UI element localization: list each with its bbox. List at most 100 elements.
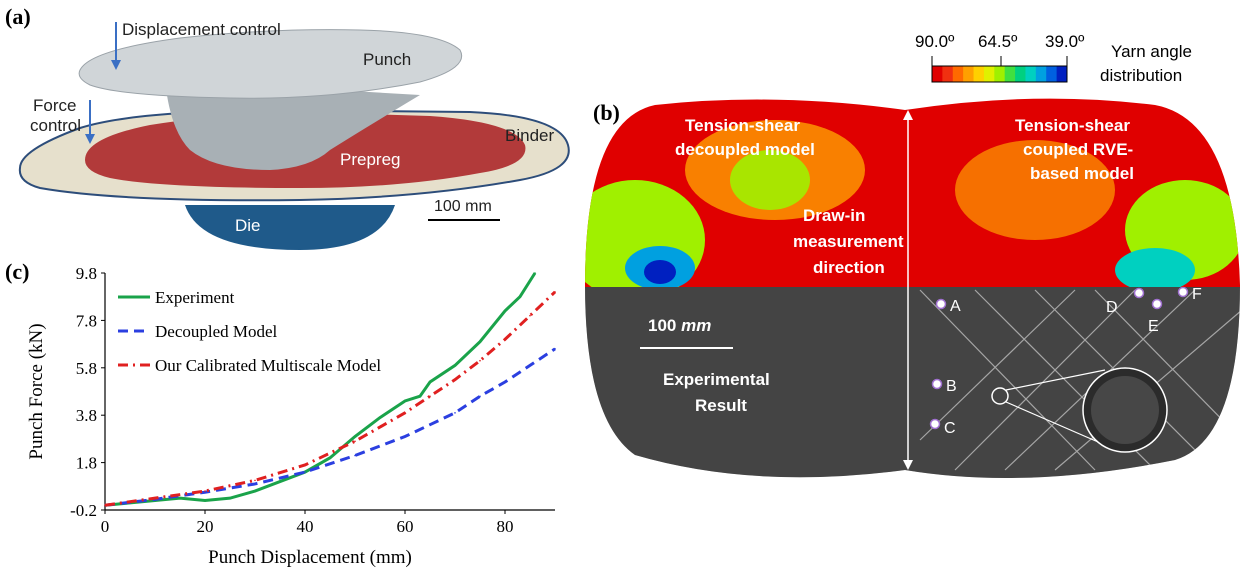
- prepreg-label: Prepreg: [340, 150, 401, 169]
- data-point: [529, 314, 531, 317]
- point-b-label: B: [946, 378, 957, 395]
- data-point: [404, 412, 406, 414]
- center-line-3: direction: [813, 258, 885, 277]
- point-d: [1133, 287, 1145, 299]
- panel-b: (b) 90.0º 64.5º 39.0º Yarn angle distrib…: [575, 0, 1242, 575]
- colorbar-frame: [931, 65, 1068, 83]
- scale-label-b: 100 mm: [648, 316, 712, 335]
- data-point: [204, 499, 206, 502]
- x-tick-label: 80: [497, 517, 514, 536]
- point-f: [1177, 286, 1189, 298]
- data-point: [304, 464, 306, 466]
- left-title-2: decoupled model: [675, 140, 815, 159]
- panel-b-label: (b): [593, 100, 620, 125]
- data-point: [379, 416, 381, 419]
- data-point: [504, 381, 506, 383]
- magnifier-line-bottom: [1005, 401, 1106, 446]
- weave-texture: [1091, 376, 1159, 444]
- yarn-angle-figure: [585, 56, 1240, 479]
- y-tick-label: -0.2: [70, 501, 97, 520]
- colorbar-tick-39: 39.0º: [1045, 32, 1085, 51]
- point-c-label: C: [944, 420, 956, 437]
- data-point: [519, 295, 521, 298]
- point-a-label: A: [950, 298, 961, 315]
- data-point: [279, 480, 281, 483]
- die-label: Die: [235, 216, 261, 235]
- center-line-2: measurement: [793, 232, 904, 251]
- colorbar-title-1: Yarn angle: [1111, 42, 1192, 61]
- data-point: [479, 340, 481, 343]
- colorbar-swatch: [1025, 66, 1037, 82]
- y-tick-label: 5.8: [76, 359, 97, 378]
- x-tick-label: 60: [397, 517, 414, 536]
- data-point: [504, 310, 506, 312]
- data-point: [554, 291, 556, 293]
- panel-c-label: (c): [5, 259, 30, 284]
- colorbar-swatch: [963, 66, 975, 82]
- panel-a: (a) Displacement control Punch Force con…: [0, 0, 580, 258]
- right-title-1: Tension-shear: [1015, 116, 1130, 135]
- data-point: [204, 490, 206, 492]
- x-tick-label: 40: [297, 517, 314, 536]
- measurement-points: [929, 286, 1189, 430]
- point-a: [935, 298, 947, 310]
- data-point: [419, 395, 421, 398]
- magnifier-line-top: [1005, 369, 1106, 391]
- data-point: [479, 395, 481, 398]
- y-axis-label: Punch Force (kN): [26, 323, 47, 459]
- colorbar-swatch: [942, 66, 954, 82]
- y-tick-label: 1.8: [76, 454, 97, 473]
- colorbar-swatch: [1015, 66, 1026, 82]
- data-point: [254, 479, 256, 482]
- experimental-label-1: Experimental: [663, 370, 770, 389]
- experimental-label-2: Result: [695, 396, 747, 415]
- binder-label: Binder: [505, 126, 555, 145]
- y-tick-label: 7.8: [76, 311, 97, 330]
- data-point: [154, 497, 156, 499]
- forming-setup-illustration: [18, 22, 570, 250]
- displacement-control-label: Displacement control: [122, 20, 281, 39]
- punch-body: [165, 80, 420, 170]
- data-point: [354, 440, 356, 443]
- data-point: [454, 412, 456, 414]
- data-point: [529, 364, 531, 367]
- data-point: [354, 454, 356, 457]
- data-point: [404, 435, 406, 438]
- point-c: [929, 418, 941, 430]
- draw-in-arrow-top-icon: [903, 110, 913, 120]
- punch-label: Punch: [363, 50, 412, 69]
- data-point: [104, 504, 106, 507]
- data-point: [429, 423, 431, 426]
- displacement-arrowhead-icon: [111, 60, 121, 70]
- control-label: control: [30, 116, 82, 135]
- legend-label: Our Calibrated Multiscale Model: [155, 356, 381, 375]
- point-e: [1151, 298, 1163, 310]
- colorbar-swatch: [932, 66, 943, 82]
- data-point: [179, 497, 181, 499]
- dark-blue-region-left: [644, 260, 676, 284]
- point-d-label: D: [1106, 299, 1118, 316]
- colorbar: [931, 65, 1068, 83]
- point-b: [931, 378, 943, 390]
- punch-flange: [78, 29, 462, 99]
- right-title-3: based model: [1030, 164, 1134, 183]
- orange-region-right: [955, 140, 1115, 240]
- panel-a-label: (a): [5, 4, 31, 29]
- data-point: [329, 457, 331, 459]
- colorbar-tick-64: 64.5º: [978, 32, 1018, 51]
- force-label: Force: [33, 96, 77, 115]
- series-line-1: [104, 272, 537, 507]
- left-title-1: Tension-shear: [685, 116, 800, 135]
- colorbar-tick-90: 90.0º: [915, 32, 955, 51]
- y-tick-label: 9.8: [76, 264, 97, 283]
- x-tick-label: 0: [101, 517, 110, 536]
- colorbar-swatch: [1004, 66, 1016, 82]
- scale-label-a: 100 mm: [434, 198, 492, 215]
- colorbar-swatch: [973, 66, 985, 82]
- data-point: [304, 471, 306, 473]
- green-region-mid: [730, 150, 810, 210]
- magnifier-source: [991, 387, 1009, 405]
- colorbar-swatch: [994, 66, 1006, 82]
- force-arrowhead-icon: [85, 134, 95, 144]
- legend-label: Decoupled Model: [155, 322, 278, 341]
